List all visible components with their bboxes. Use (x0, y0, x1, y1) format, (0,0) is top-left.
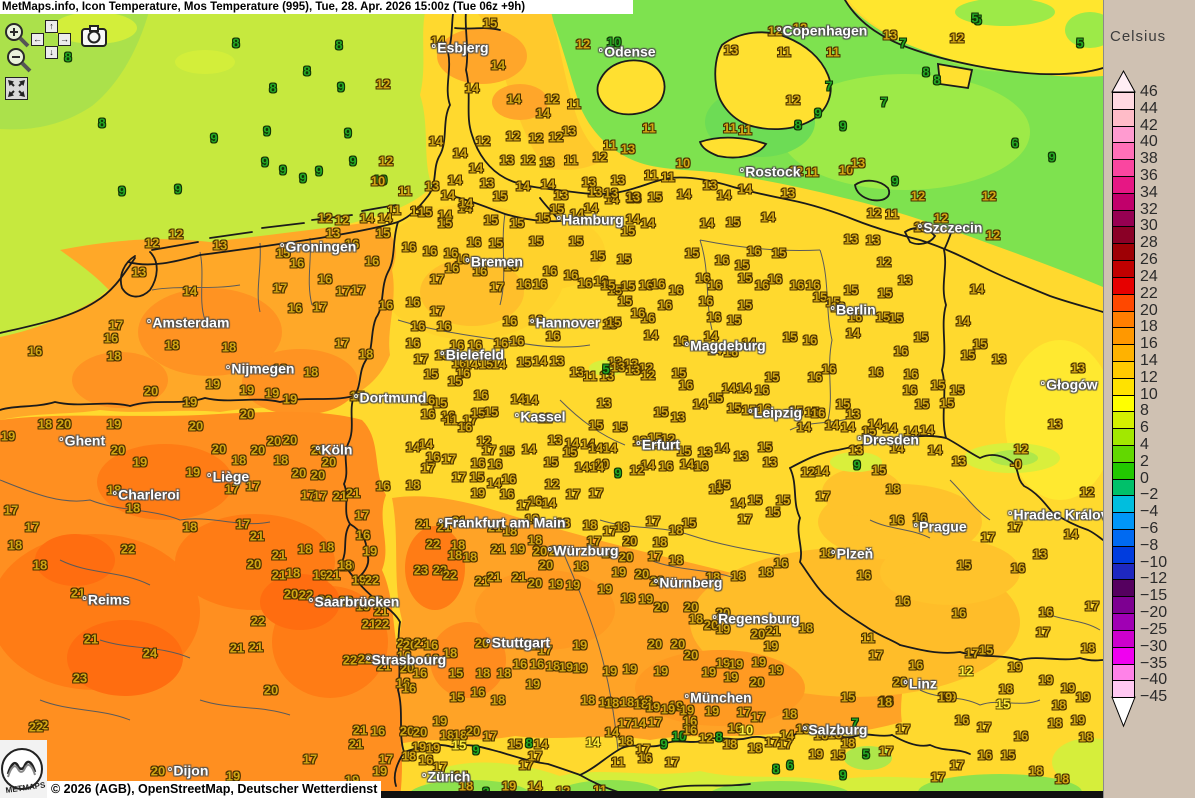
zoom-in-icon (5, 23, 30, 48)
scale-label: 10 (1140, 385, 1158, 403)
scale-label: 28 (1140, 234, 1158, 252)
scale-swatch (1112, 680, 1135, 699)
scale-swatch (1112, 344, 1135, 362)
scale-label: 16 (1140, 335, 1158, 353)
scale-swatch (1112, 327, 1135, 346)
scale-label: −45 (1140, 688, 1168, 706)
scale-swatch (1112, 579, 1135, 598)
scale-swatch (1112, 646, 1135, 665)
scale-swatch (1112, 411, 1135, 430)
scale-swatch (1112, 495, 1135, 514)
scale-swatch (1112, 428, 1135, 446)
scale-label: 46 (1140, 83, 1158, 100)
scale-label: −20 (1140, 604, 1168, 622)
scale-swatch (1112, 360, 1135, 379)
scale-swatch (1112, 310, 1135, 329)
scale-label: 38 (1140, 150, 1158, 168)
scale-label: 24 (1140, 267, 1158, 285)
scale-swatch (1112, 613, 1135, 631)
scale-swatch (1112, 445, 1135, 463)
zoom-in-button[interactable] (3, 21, 31, 54)
scale-label: −35 (1140, 654, 1168, 672)
scale-swatch (1112, 125, 1135, 144)
scale-label: 44 (1140, 99, 1158, 117)
scale-swatch (1112, 461, 1135, 480)
basemap-graphic (0, 0, 1103, 798)
scale-swatch (1112, 226, 1135, 245)
scale-label: −30 (1140, 637, 1168, 655)
scale-label: 42 (1140, 116, 1158, 134)
scale-label: 30 (1140, 217, 1158, 235)
scale-label: 6 (1140, 419, 1149, 437)
scale-swatch (1112, 192, 1135, 211)
scale-label: 40 (1140, 133, 1158, 151)
fullscreen-button[interactable] (5, 77, 28, 100)
scale-label: 0 (1140, 469, 1149, 487)
scale-label: 26 (1140, 251, 1158, 269)
scale-swatch (1112, 529, 1135, 547)
pan-pad: ↑ ← → ↓ (31, 20, 73, 62)
scale-swatch (1112, 176, 1135, 194)
scale-swatch (1112, 478, 1135, 497)
zoom-out-icon (7, 48, 32, 73)
scale-swatch (1112, 276, 1135, 295)
scale-swatch (1112, 545, 1135, 564)
scale-title: Celsius (1110, 28, 1167, 45)
scale-label: −8 (1140, 536, 1159, 554)
scale-label: 12 (1140, 368, 1158, 386)
scale-swatch (1112, 243, 1135, 262)
scale-label: 20 (1140, 301, 1158, 319)
scale-swatch (1112, 512, 1135, 531)
title-bar: MetMaps.info, Icon Temperature, Mos Temp… (0, 0, 633, 14)
scale-swatch (1112, 663, 1135, 682)
zoom-out-button[interactable] (5, 46, 33, 79)
pan-down-button[interactable]: ↓ (45, 46, 58, 59)
scale-label: −12 (1140, 570, 1168, 588)
pan-up-button[interactable]: ↑ (45, 20, 58, 33)
scale-label: 8 (1140, 402, 1149, 420)
scale-swatch (1112, 629, 1135, 648)
scale-label: −10 (1140, 553, 1168, 571)
scale-swatch (1112, 209, 1135, 228)
metmaps-logo-icon: METMAPS (1, 748, 47, 795)
scale-swatch (1112, 377, 1135, 396)
scale-label: 14 (1140, 351, 1158, 369)
scale-label: 4 (1140, 436, 1149, 453)
scale-label: 22 (1140, 284, 1158, 302)
bottom-bar (352, 791, 1103, 798)
scale-label: −40 (1140, 671, 1168, 689)
scale-label: −15 (1140, 587, 1168, 605)
scale-label: 18 (1140, 318, 1158, 336)
scale-swatch (1112, 108, 1135, 127)
fullscreen-icon (8, 80, 25, 97)
legend-sidebar: Celsius 46 44 42 40 38 36 34 32 30 28 26 24 22 20 18 16… (1103, 0, 1195, 798)
pan-right-button[interactable]: → (58, 33, 71, 46)
title-text: MetMaps.info, Icon Temperature, Mos Temp… (2, 1, 526, 13)
scale-swatch (1112, 596, 1135, 615)
scale-label: −2 (1140, 486, 1159, 504)
scale-label: 34 (1140, 183, 1158, 201)
scale-label: 32 (1140, 200, 1158, 218)
pan-left-button[interactable]: ← (31, 33, 44, 46)
scale-swatch (1112, 562, 1135, 581)
scale-swatch (1112, 394, 1135, 413)
camera-icon (81, 25, 107, 47)
scale-swatch (1112, 92, 1135, 110)
metmaps-logo: METMAPS (0, 740, 47, 798)
copyright-text: © 2026 (AGB), OpenStreetMap, Deutscher W… (47, 781, 382, 798)
scale-swatch (1112, 159, 1135, 178)
scale-swatch (1112, 142, 1135, 161)
scale-swatch (1112, 260, 1135, 278)
scale-swatch (1112, 293, 1135, 312)
scale-label: 2 (1140, 452, 1149, 470)
scale-label: −6 (1140, 520, 1159, 538)
scale-label: 36 (1140, 167, 1158, 185)
scale-label: −4 (1140, 503, 1159, 521)
map[interactable]: 8 8 8 8 8 9 8 9 9 9 9 9 9 9 9 9 9 10 5 5 7 7 7 8 8 9 9 9 6 9 8 5 12 12 10 1… (0, 0, 1103, 798)
screenshot-button[interactable] (80, 24, 108, 53)
scale-label: −25 (1140, 620, 1168, 638)
